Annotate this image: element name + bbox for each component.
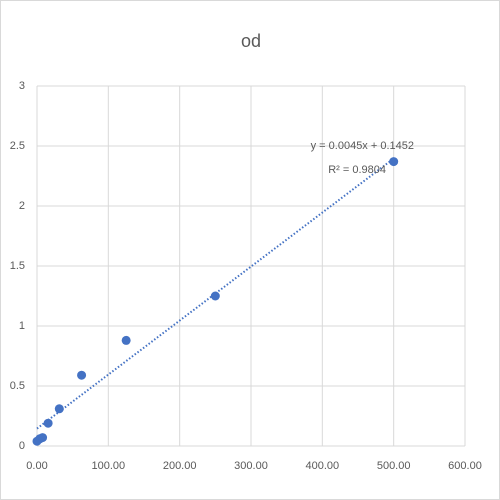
x-tick-label: 100.00	[92, 460, 126, 472]
x-tick-label: 200.00	[163, 460, 197, 472]
x-tick-label: 0.00	[26, 460, 47, 472]
y-tick-label: 3	[19, 80, 25, 92]
trendline	[36, 157, 395, 430]
y-tick-label: 0	[19, 440, 25, 452]
x-tick-label: 300.00	[234, 460, 268, 472]
x-tick-label: 600.00	[448, 460, 482, 472]
point	[77, 370, 87, 380]
x-tick-label: 400.00	[306, 460, 340, 472]
y-tick-label: 1.5	[10, 260, 25, 272]
point	[210, 291, 220, 301]
point	[54, 404, 64, 414]
y-tick-label: 2	[19, 200, 25, 212]
point	[43, 418, 53, 428]
y-tick-label: 2.5	[10, 140, 25, 152]
point	[389, 157, 399, 167]
point	[121, 335, 131, 345]
x-tick-label: 500.00	[377, 460, 411, 472]
y-tick-label: 0.5	[10, 380, 25, 392]
trendline-equation: y = 0.0045x + 0.1452	[311, 140, 414, 152]
chart-title: od	[241, 31, 261, 51]
trendline-r2: R² = 0.9804	[328, 164, 386, 176]
y-tick-label: 1	[19, 320, 25, 332]
point	[38, 433, 48, 443]
